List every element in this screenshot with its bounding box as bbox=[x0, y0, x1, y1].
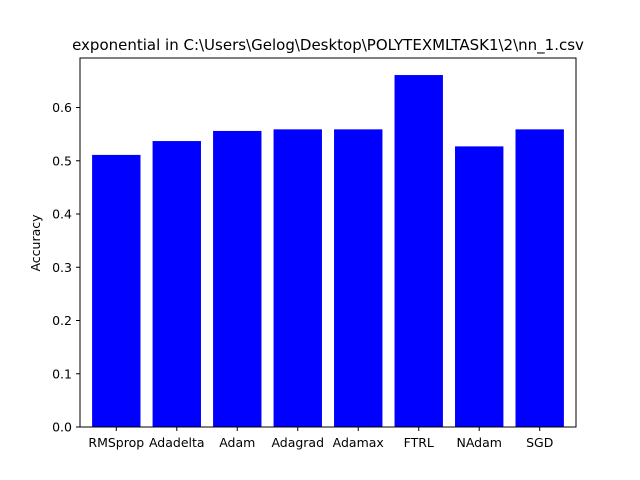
y-tick-label: 0.4 bbox=[52, 207, 72, 222]
bar-rmsprop bbox=[92, 154, 141, 427]
x-tick-label: SGD bbox=[526, 435, 553, 450]
bar-adadelta bbox=[152, 141, 201, 427]
y-tick-label: 0.3 bbox=[52, 260, 72, 275]
x-tick-label: Adam bbox=[219, 435, 255, 450]
y-tick-label: 0.6 bbox=[52, 100, 72, 115]
bar-adamax bbox=[334, 129, 383, 427]
y-tick-label: 0.2 bbox=[52, 313, 72, 328]
x-tick-label: RMSprop bbox=[88, 435, 144, 450]
bar-adam bbox=[213, 130, 262, 427]
axes-frame bbox=[79, 57, 577, 428]
bar-sgd bbox=[515, 129, 564, 427]
y-tick-label: 0.0 bbox=[52, 420, 72, 435]
bar-adagrad bbox=[273, 129, 322, 427]
x-tick-label: NAdam bbox=[456, 435, 501, 450]
plot-area: 0.0 0.1 0.2 0.3 0.4 0.5 0.6 RMSprop Adadelta Adam… bbox=[52, 57, 577, 450]
y-axis-label: Accuracy bbox=[28, 214, 43, 272]
x-tick-label: Adagrad bbox=[271, 435, 324, 450]
bar-nadam bbox=[455, 146, 504, 427]
bar-ftrl bbox=[394, 75, 443, 427]
chart-title: exponential in C:\Users\Gelog\Desktop\PO… bbox=[72, 36, 584, 55]
x-tick-label: FTRL bbox=[404, 435, 434, 450]
x-tick-label: Adamax bbox=[333, 435, 384, 450]
y-tick-label: 0.1 bbox=[52, 366, 72, 381]
x-tick-label: Adadelta bbox=[149, 435, 205, 450]
y-tick-label: 0.5 bbox=[52, 153, 72, 168]
